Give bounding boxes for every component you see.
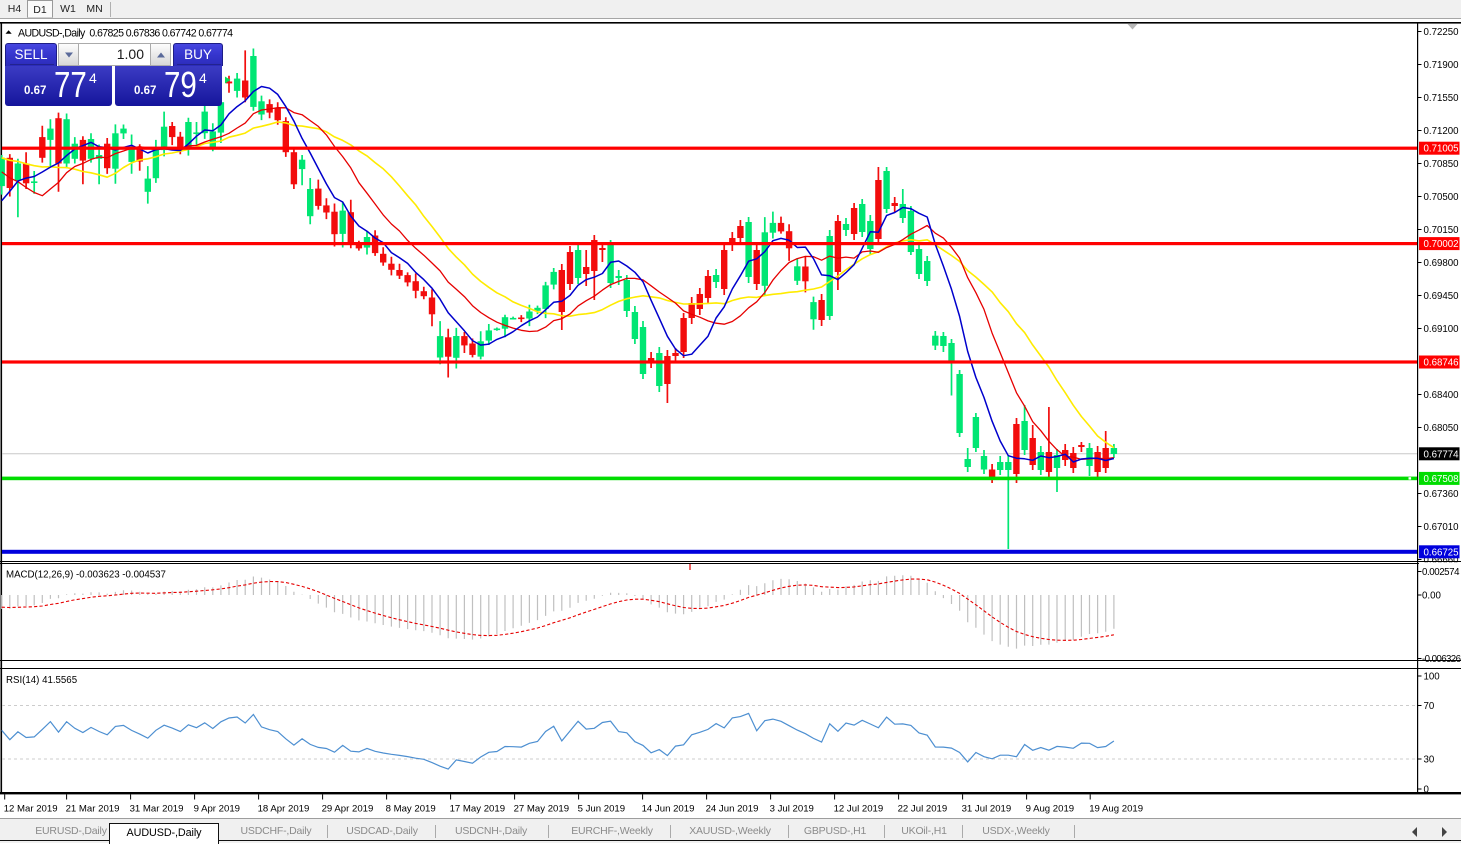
svg-text:0.68400: 0.68400 — [1424, 390, 1460, 401]
svg-text:0.71200: 0.71200 — [1424, 126, 1460, 137]
svg-text:AUDUSD-,Daily 0.67825 0.67836: AUDUSD-,Daily 0.67825 0.67836 0.67742 0.… — [18, 28, 233, 40]
svg-text:30: 30 — [1424, 755, 1435, 766]
svg-text:0.70500: 0.70500 — [1424, 192, 1460, 203]
svg-text:0.69450: 0.69450 — [1424, 291, 1460, 302]
svg-text:0.70002: 0.70002 — [1424, 239, 1459, 250]
svg-text:12 Jul 2019: 12 Jul 2019 — [834, 804, 884, 815]
svg-text:RSI(14) 41.5565: RSI(14) 41.5565 — [6, 675, 77, 686]
svg-text:27 May 2019: 27 May 2019 — [514, 804, 569, 815]
svg-text:0.68746: 0.68746 — [1424, 358, 1459, 369]
svg-text:0.66725: 0.66725 — [1424, 547, 1459, 558]
svg-text:MACD(12,26,9) -0.003623 -0.004: MACD(12,26,9) -0.003623 -0.004537 — [6, 570, 166, 581]
svg-text:19 Aug 2019: 19 Aug 2019 — [1089, 804, 1143, 815]
svg-text:0.67508: 0.67508 — [1424, 474, 1459, 485]
svg-text:0.72250: 0.72250 — [1424, 27, 1460, 38]
svg-text:3 Jul 2019: 3 Jul 2019 — [770, 804, 814, 815]
svg-text:9 Aug 2019: 9 Aug 2019 — [1026, 804, 1075, 815]
svg-text:5 Jun 2019: 5 Jun 2019 — [578, 804, 625, 815]
svg-text:0: 0 — [1424, 785, 1430, 796]
svg-text:0.66660: 0.66660 — [1424, 555, 1460, 566]
svg-text:14 Jun 2019: 14 Jun 2019 — [642, 804, 695, 815]
svg-text:0.67010: 0.67010 — [1424, 522, 1460, 533]
svg-text:31 Jul 2019: 31 Jul 2019 — [962, 804, 1012, 815]
svg-text:0.00: 0.00 — [1422, 591, 1441, 602]
svg-text:18 Apr 2019: 18 Apr 2019 — [258, 804, 310, 815]
svg-text:21 Mar 2019: 21 Mar 2019 — [66, 804, 120, 815]
svg-text:22 Jul 2019: 22 Jul 2019 — [898, 804, 948, 815]
svg-text:0.71005: 0.71005 — [1424, 144, 1459, 155]
svg-text:100: 100 — [1424, 672, 1441, 683]
svg-text:0.70150: 0.70150 — [1424, 225, 1460, 236]
svg-text:24 Jun 2019: 24 Jun 2019 — [706, 804, 759, 815]
svg-text:-0.006326: -0.006326 — [1422, 654, 1461, 665]
svg-text:31 Mar 2019: 31 Mar 2019 — [130, 804, 184, 815]
svg-text:29 Apr 2019: 29 Apr 2019 — [322, 804, 374, 815]
svg-text:0.002574: 0.002574 — [1422, 567, 1460, 578]
svg-text:8 May 2019: 8 May 2019 — [386, 804, 436, 815]
svg-text:0.68050: 0.68050 — [1424, 423, 1460, 434]
svg-text:12 Mar 2019: 12 Mar 2019 — [4, 804, 58, 815]
svg-text:70: 70 — [1424, 701, 1435, 712]
svg-text:0.71550: 0.71550 — [1424, 93, 1460, 104]
svg-text:0.69800: 0.69800 — [1424, 258, 1460, 269]
svg-text:0.67360: 0.67360 — [1424, 489, 1460, 500]
svg-text:0.69100: 0.69100 — [1424, 324, 1460, 335]
svg-text:17 May 2019: 17 May 2019 — [450, 804, 505, 815]
svg-text:0.70850: 0.70850 — [1424, 159, 1460, 170]
svg-text:0.67774: 0.67774 — [1424, 449, 1460, 460]
svg-text:0.71900: 0.71900 — [1424, 60, 1460, 71]
svg-text:9 Apr 2019: 9 Apr 2019 — [194, 804, 240, 815]
